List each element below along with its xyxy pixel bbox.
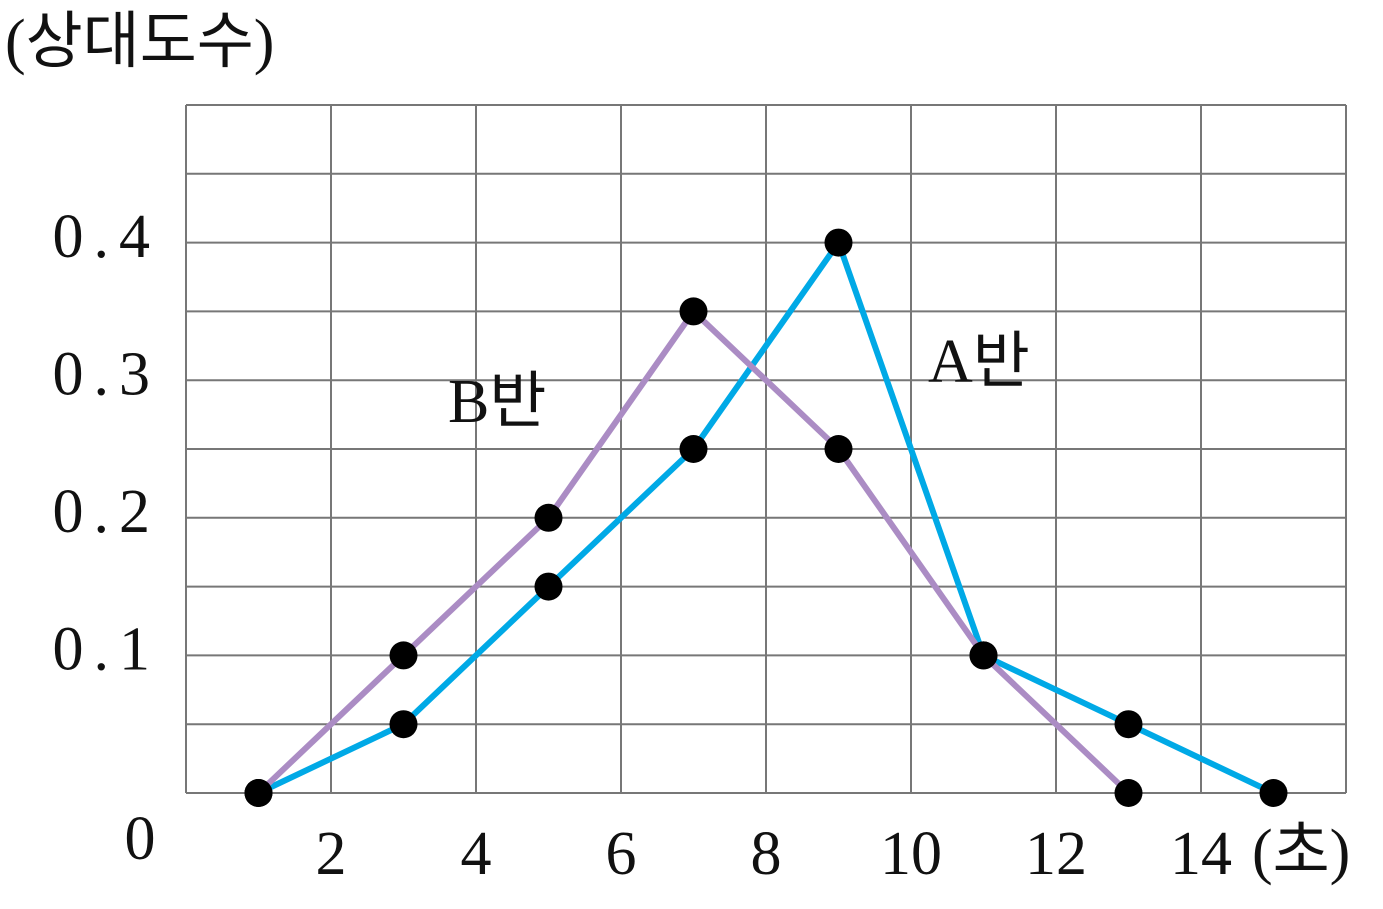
x-tick-label: 4 xyxy=(461,820,492,888)
data-point xyxy=(1114,710,1143,739)
data-point xyxy=(969,641,998,670)
y-axis-label: (상대도수) xyxy=(5,8,274,76)
data-point xyxy=(534,572,563,601)
y-tick-label: 0.4 xyxy=(53,203,161,271)
data-point xyxy=(1259,779,1288,807)
x-tick-label: 2 xyxy=(316,820,347,888)
data-point xyxy=(534,503,563,532)
y-tick-label: 0.3 xyxy=(53,340,161,408)
data-point xyxy=(389,641,418,670)
data-point xyxy=(244,779,273,807)
data-point xyxy=(1114,779,1143,807)
data-point xyxy=(679,435,708,463)
x-tick-label: 10 xyxy=(880,820,942,888)
series-label: A반 xyxy=(928,328,1030,396)
y-tick-label: 0.2 xyxy=(53,478,161,546)
x-tick-label: 14 xyxy=(1170,820,1232,888)
x-axis-label: (초) xyxy=(1252,818,1350,886)
x-tick-label: 8 xyxy=(751,820,782,888)
series-label: B반 xyxy=(448,368,546,436)
data-point xyxy=(389,710,418,739)
data-point xyxy=(824,228,853,257)
data-point xyxy=(824,435,853,463)
y-tick-label: 0.1 xyxy=(53,616,161,684)
x-tick-label: 0 xyxy=(125,805,156,873)
data-point xyxy=(679,297,708,326)
series-line xyxy=(257,239,1275,796)
x-tick-label: 6 xyxy=(606,820,637,888)
x-tick-label: 12 xyxy=(1025,820,1087,888)
